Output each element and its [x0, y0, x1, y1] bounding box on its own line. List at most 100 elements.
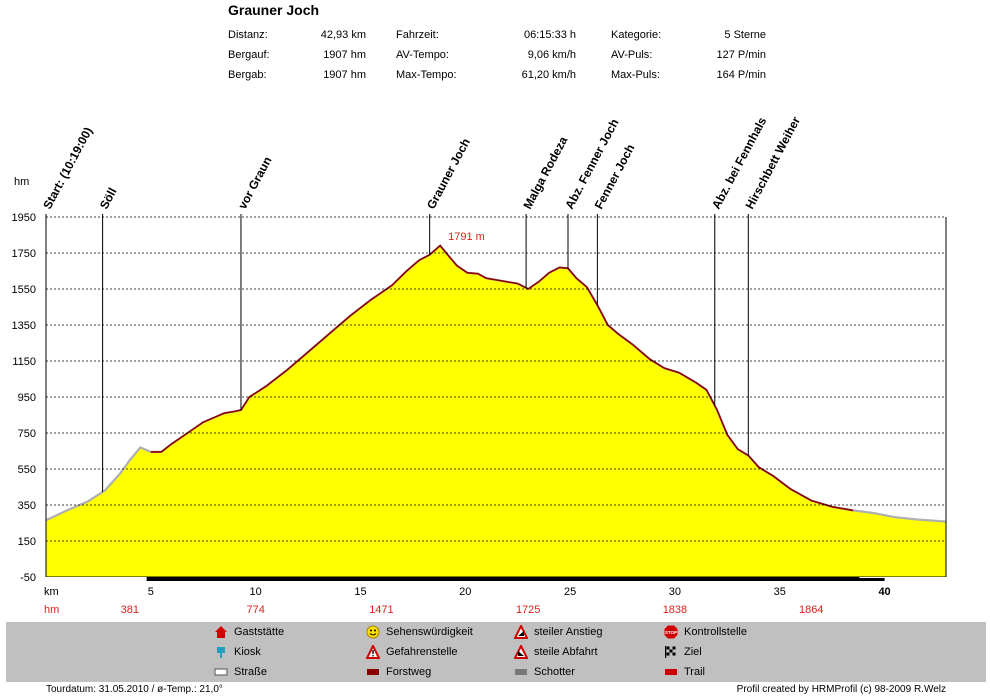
- peak-annotation: 1791 m: [448, 231, 485, 243]
- legend-label: steile Abfahrt: [534, 646, 598, 658]
- legend-label: Gaststätte: [234, 626, 285, 638]
- house-icon: [214, 625, 228, 639]
- stat-value: 127 P/min: [716, 49, 766, 61]
- tour-date-footer: Tourdatum: 31.05.2010 / ø-Temp.: 21,0°: [46, 684, 223, 695]
- hm-row-value: 1471: [369, 604, 393, 616]
- legend-item: Ziel: [664, 645, 702, 659]
- x-tick-label: 35: [774, 586, 786, 598]
- scale-block: [150, 578, 256, 581]
- y-tick-label: 150: [18, 536, 36, 548]
- hm-row-value: 1838: [663, 604, 687, 616]
- stat-value: 1907 hm: [323, 49, 366, 61]
- stat-value: 5 Sterne: [724, 29, 766, 41]
- finish-flag-icon: [664, 645, 678, 659]
- stat-label: Max-Tempo:: [396, 69, 457, 81]
- y-tick-label: 1350: [12, 320, 36, 332]
- kiosk-icon: [214, 645, 228, 659]
- legend-label: Ziel: [684, 646, 702, 658]
- legend-item: Gefahrenstelle: [366, 645, 458, 659]
- legend-item: steile Abfahrt: [514, 645, 598, 659]
- stat-value: 61,20 km/h: [521, 69, 576, 81]
- stat-label: Fahrzeit:: [396, 29, 439, 41]
- legend-item: Forstweg: [366, 665, 431, 679]
- stop-icon: STOP: [664, 625, 678, 639]
- y-tick-label: 550: [18, 464, 36, 476]
- legend-label: Forstweg: [386, 666, 432, 678]
- y-tick-label: 1950: [12, 212, 36, 224]
- x-tick-label: 5: [148, 586, 154, 598]
- road-icon: [214, 665, 228, 679]
- scale-block: [570, 578, 675, 581]
- waypoint-label: Söll: [97, 185, 120, 211]
- x-tick-label: 10: [250, 586, 262, 598]
- stat-label: AV-Tempo:: [396, 49, 449, 61]
- stat-label: Kategorie:: [611, 29, 662, 41]
- hm-row-value: 774: [246, 604, 264, 616]
- hm-row-value: 1725: [516, 604, 540, 616]
- stat-label: Bergab:: [228, 69, 267, 81]
- danger-icon: [366, 645, 380, 659]
- legend-label: Kiosk: [234, 646, 261, 658]
- surface-bar-segment: [146, 577, 860, 581]
- waypoint-label: Grauner Joch: [424, 136, 473, 211]
- stat-label: Distanz:: [228, 29, 268, 41]
- stat-label: Max-Puls:: [611, 69, 660, 81]
- elevation-area: [46, 245, 946, 577]
- y-tick-label: -50: [20, 572, 36, 584]
- legend-item: Schotter: [514, 665, 575, 679]
- y-tick-label: 1550: [12, 284, 36, 296]
- tour-title: Grauner Joch: [228, 2, 320, 18]
- svg-text:STOP: STOP: [665, 630, 677, 635]
- stat-label: Bergauf:: [228, 49, 270, 61]
- y-axis-label: hm: [14, 176, 29, 188]
- elevation-chart: 1950 1750 1550 1350 1150 950 750 550 350 150 -50 hm…: [12, 114, 947, 616]
- x-tick-label: 25: [564, 586, 576, 598]
- waypoint-label: vor Graun: [235, 154, 274, 211]
- stat-value: 164 P/min: [716, 69, 766, 81]
- trail-icon: [664, 665, 678, 679]
- legend-label: Straße: [234, 666, 268, 678]
- legend-item: steiler Anstieg: [514, 625, 602, 639]
- hm-row-value: 381: [121, 604, 139, 616]
- y-tick-label: 1150: [12, 356, 36, 368]
- waypoint-label: Malga Rodeza: [520, 134, 570, 212]
- stat-value: 9,06 km/h: [527, 49, 576, 61]
- hm-row-label: hm: [44, 604, 59, 616]
- legend-label: Kontrollstelle: [684, 626, 747, 638]
- steep-up-icon: [514, 625, 528, 639]
- stat-value: 06:15:33 h: [524, 29, 576, 41]
- scale-block: [360, 578, 466, 581]
- stat-value: 1907 hm: [323, 69, 366, 81]
- surface-bar-segment: [46, 577, 147, 581]
- legend-item: Sehenswürdigkeit: [366, 625, 473, 639]
- steep-down-icon: [514, 645, 528, 659]
- y-tick-label: 950: [18, 392, 36, 404]
- x-tick-label: 40: [878, 586, 890, 598]
- y-tick-label: 750: [18, 428, 36, 440]
- smiley-icon: [366, 625, 380, 639]
- hm-row-value: 1864: [799, 604, 823, 616]
- stat-value: 42,93 km: [320, 29, 366, 41]
- x-tick-label: 20: [459, 586, 471, 598]
- credits-footer: Profil created by HRMProfil (c) 98-2009 …: [736, 684, 946, 695]
- x-axis-label: km: [44, 586, 59, 598]
- x-tick-label: 15: [354, 586, 366, 598]
- forest-road-icon: [366, 665, 380, 679]
- legend-item: Straße: [214, 665, 267, 679]
- legend-label: Gefahrenstelle: [386, 646, 458, 658]
- waypoint-label: Start: (10:19:00): [40, 125, 95, 212]
- surface-bar-segment: [859, 577, 946, 581]
- legend-label: Trail: [684, 666, 705, 678]
- legend-label: Sehenswürdigkeit: [386, 626, 473, 638]
- x-tick-label: 30: [669, 586, 681, 598]
- y-tick-label: 350: [18, 500, 36, 512]
- legend-item: Gaststätte: [214, 625, 284, 639]
- legend-item: Trail: [664, 665, 705, 679]
- y-tick-label: 1750: [12, 248, 36, 260]
- legend-item: Kiosk: [214, 645, 261, 659]
- forest-road-line: [150, 244, 854, 512]
- legend-item: STOP Kontrollstelle: [664, 625, 747, 639]
- legend-label: steiler Anstieg: [534, 626, 603, 638]
- scale-block: [779, 578, 885, 581]
- legend: Gaststätte Kiosk Straße Sehenswürdigkeit Gef…: [6, 622, 986, 682]
